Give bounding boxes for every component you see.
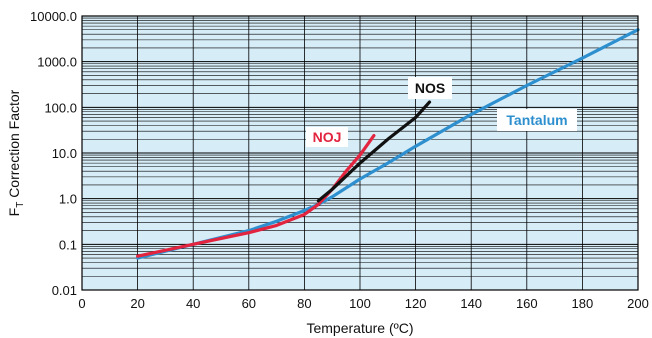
x-tick-label: 200 [627,296,649,311]
series-line-noj [136,134,376,258]
y-axis-title-subscript: T [15,202,26,208]
x-tick-label: 20 [130,296,144,311]
series-label-tantalum-box [497,109,577,131]
series-label-nos: NOS [408,77,452,99]
series-label-noj: NOJ [306,127,348,147]
series-label-nos-text: NOS [415,80,445,96]
series-label-nos-box [408,77,452,99]
x-tick-label: 60 [242,296,256,311]
x-tick-label: 180 [572,296,594,311]
y-tick-label: 1000.0 [37,55,77,70]
series-label-noj-box [306,127,348,147]
x-tick-label: 80 [297,296,311,311]
series-label-tantalum-text: Tantalum [506,112,567,128]
y-tick-label: 1.0 [59,192,77,207]
x-axis-title: Temperature (ºC) [306,320,413,336]
x-tick-label: 40 [186,296,200,311]
y-axis-title-suffix: Correction Factor [6,89,22,201]
y-tick-label: 10.0 [52,146,77,161]
y-tick-label: 100.0 [44,100,77,115]
series-line-tantalum [136,28,640,260]
series-lines [136,28,640,260]
series-line-nos [316,100,432,203]
y-tick-label: 0.1 [59,237,77,252]
y-tick-labels: 0.01 0.1 1.0 10.0 100.0 1000.0 10000.0 [30,9,77,298]
y-tick-label: 10000.0 [30,9,77,24]
x-tick-labels: 0 20 40 60 80 100 120 140 160 180 200 [78,296,648,311]
x-tick-label: 160 [516,296,538,311]
x-tick-label: 100 [349,296,371,311]
x-tick-label: 120 [405,296,427,311]
y-axis-title-main: F [6,208,22,217]
series-label-tantalum: Tantalum [497,109,577,131]
x-tick-label: 140 [460,296,482,311]
x-tick-label: 0 [78,296,85,311]
y-axis-title: FT Correction Factor [6,89,26,216]
y-tick-label: 0.01 [52,283,77,298]
series-label-noj-text: NOJ [313,129,342,145]
plot-frame [81,15,639,291]
